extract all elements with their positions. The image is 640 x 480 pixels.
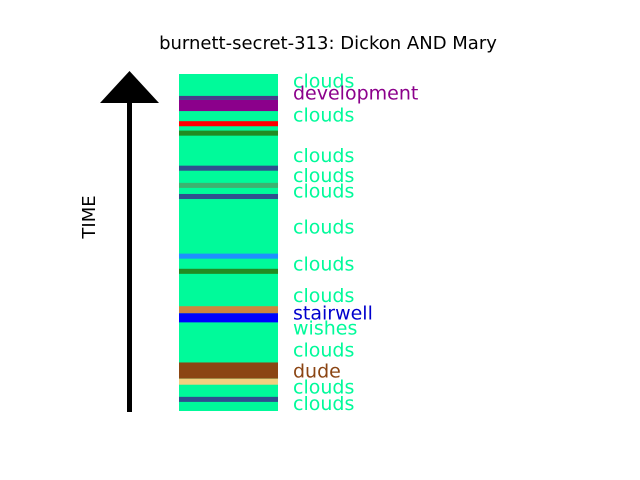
time-arrow-head bbox=[100, 71, 159, 103]
segment-label-2: clouds bbox=[293, 104, 354, 126]
timeline-band-1 bbox=[179, 95, 278, 100]
segment-label-0: clouds bbox=[293, 71, 354, 93]
segment-label-10: wishes bbox=[293, 317, 357, 339]
segment-label-12: dude bbox=[293, 361, 341, 383]
timeline-band-13 bbox=[179, 396, 278, 402]
timeline-band-2 bbox=[179, 121, 278, 127]
timeline-bar bbox=[179, 74, 278, 411]
segment-label-13: clouds bbox=[293, 377, 354, 399]
chart-title: burnett-secret-313: Dickon AND Mary bbox=[159, 33, 497, 54]
timeline-band-0 bbox=[179, 99, 278, 112]
timeline-band-11 bbox=[179, 362, 278, 379]
time-axis: TIME bbox=[79, 71, 159, 412]
segment-label-7: clouds bbox=[293, 254, 354, 276]
timeline-band-9 bbox=[179, 306, 278, 314]
segment-label-9: stairwell bbox=[293, 302, 373, 324]
timeline-band-12 bbox=[179, 378, 278, 385]
timeline-band-10 bbox=[179, 313, 278, 323]
timeline-band-5 bbox=[179, 182, 278, 188]
timeline-bar-background bbox=[179, 74, 278, 411]
segment-label-4: clouds bbox=[293, 165, 354, 187]
segment-labels: cloudsdevelopmentcloudscloudscloudscloud… bbox=[293, 71, 418, 415]
segment-label-5: clouds bbox=[293, 180, 354, 202]
segment-label-11: clouds bbox=[293, 340, 354, 362]
segment-label-3: clouds bbox=[293, 145, 354, 167]
timeline-band-3 bbox=[179, 130, 278, 136]
segment-label-8: clouds bbox=[293, 285, 354, 307]
timeline-band-6 bbox=[179, 193, 278, 200]
segment-label-6: clouds bbox=[293, 216, 354, 238]
segment-label-14: clouds bbox=[293, 393, 354, 415]
timeline-band-8 bbox=[179, 268, 278, 274]
segment-label-1: development bbox=[293, 83, 418, 105]
timeline-band-4 bbox=[179, 165, 278, 171]
time-axis-label: TIME bbox=[79, 195, 100, 239]
timeline-band-7 bbox=[179, 253, 278, 259]
